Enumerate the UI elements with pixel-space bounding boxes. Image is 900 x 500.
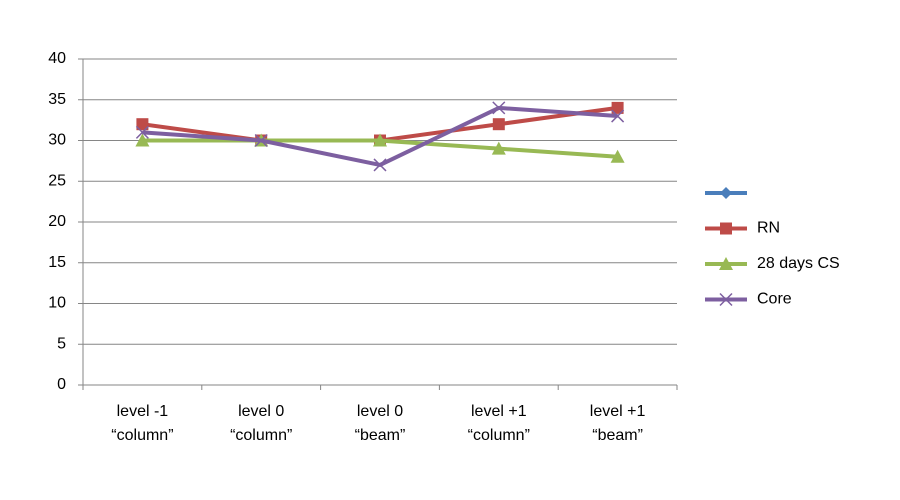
marker (719, 257, 733, 270)
marker (611, 101, 624, 114)
marker (135, 133, 150, 147)
x-tick-label: “beam” (592, 427, 643, 444)
marker (719, 292, 733, 307)
y-tick-label: 35 (48, 91, 66, 108)
x-tick-label: “beam” (355, 427, 406, 444)
marker (492, 101, 506, 115)
x-tick-label: level +1 (590, 403, 646, 420)
legend-label: RN (757, 220, 780, 237)
marker (135, 125, 149, 139)
marker (254, 133, 268, 148)
marker (492, 118, 505, 131)
y-tick-label: 30 (48, 132, 66, 149)
marker (373, 133, 387, 147)
y-tick-label: 20 (48, 213, 66, 230)
y-tick-label: 10 (48, 295, 66, 312)
marker (610, 149, 625, 163)
x-tick-label: level +1 (471, 403, 527, 420)
x-tick-label: “column” (230, 427, 292, 444)
x-tick-label: “column” (468, 427, 530, 444)
marker (611, 109, 625, 123)
marker (720, 187, 732, 199)
x-tick-label: level 0 (357, 403, 403, 420)
marker (720, 222, 732, 235)
marker (373, 158, 387, 172)
x-tick-label: “column” (111, 427, 173, 444)
x-tick-label: level -1 (117, 403, 169, 420)
y-tick-label: 15 (48, 254, 66, 271)
marker (491, 141, 506, 155)
y-tick-label: 0 (57, 376, 66, 393)
y-tick-label: 40 (48, 50, 66, 67)
x-tick-label: level 0 (238, 403, 284, 420)
y-tick-label: 5 (57, 335, 66, 352)
marker (136, 118, 149, 131)
legend-label: 28 days CS (757, 255, 840, 272)
legend-label: Core (757, 291, 792, 308)
y-tick-label: 25 (48, 172, 66, 189)
